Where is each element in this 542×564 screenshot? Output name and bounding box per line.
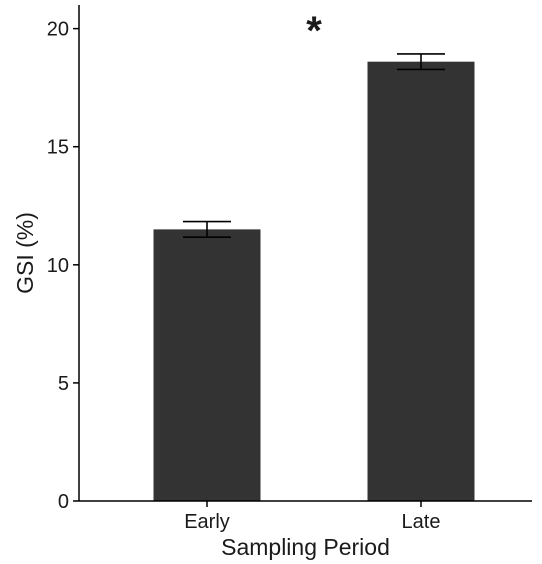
y-tick-label: 15 bbox=[47, 137, 69, 159]
y-axis-ticks: 0 5 10 15 20 bbox=[47, 19, 79, 513]
x-axis-title: Sampling Period bbox=[221, 534, 390, 560]
error-bars-group bbox=[183, 53, 445, 238]
bar-late bbox=[367, 61, 475, 501]
bar-early bbox=[153, 229, 261, 501]
bars-group bbox=[153, 61, 475, 501]
y-tick-label: 10 bbox=[47, 255, 69, 277]
x-axis-ticks: Early Late bbox=[184, 501, 440, 533]
error-bar-early bbox=[183, 220, 231, 238]
y-tick-label: 20 bbox=[47, 19, 69, 41]
y-tick-label: 5 bbox=[58, 373, 69, 395]
x-tick-label: Early bbox=[184, 511, 230, 533]
significance-asterisk: * bbox=[306, 9, 322, 53]
y-tick-label: 0 bbox=[58, 491, 69, 513]
x-tick-label: Late bbox=[402, 511, 441, 533]
error-bar-late bbox=[397, 53, 445, 71]
y-axis-title: GSI (%) bbox=[12, 212, 38, 294]
